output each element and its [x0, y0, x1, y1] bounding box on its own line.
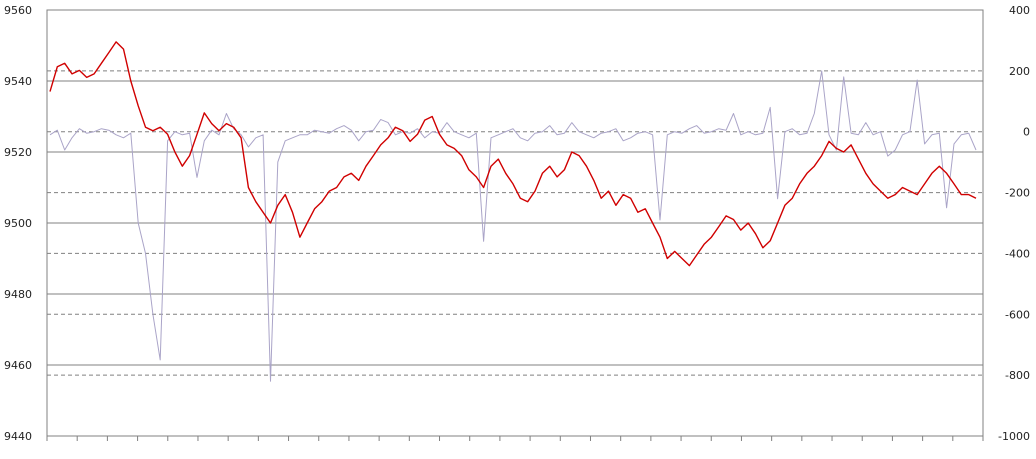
right-tick-label: 200	[1009, 65, 1030, 78]
right-tick-label: -1000	[998, 430, 1030, 443]
left-tick-label: 9540	[4, 75, 32, 88]
left-tick-label: 9460	[4, 359, 32, 372]
right-tick-label: 0	[1023, 126, 1030, 139]
left-tick-label: 9560	[4, 4, 32, 17]
right-tick-label: 400	[1009, 4, 1030, 17]
left-tick-label: 9480	[4, 288, 32, 301]
series-layer	[49, 41, 977, 382]
right-axis-gridlines	[47, 70, 983, 376]
left-axis-tick-labels: 9440 9460 9480 9500 9520 9540 9560	[4, 4, 32, 443]
price-series-line	[49, 41, 977, 267]
right-tick-label: -600	[1005, 308, 1030, 321]
volume-series-line	[49, 70, 977, 382]
plot-area-frame	[46, 9, 984, 437]
right-tick-label: -800	[1005, 369, 1030, 382]
left-tick-label: 9500	[4, 217, 32, 230]
left-tick-label: 9520	[4, 146, 32, 159]
right-tick-label: -200	[1005, 187, 1030, 200]
left-axis-gridlines	[47, 80, 983, 366]
right-tick-label: -400	[1005, 247, 1030, 260]
x-axis-ticks	[46, 436, 984, 441]
left-tick-label: 9440	[4, 430, 32, 443]
right-axis-tick-labels: -1000 -800 -600 -400 -200 0 200 400	[998, 4, 1030, 443]
